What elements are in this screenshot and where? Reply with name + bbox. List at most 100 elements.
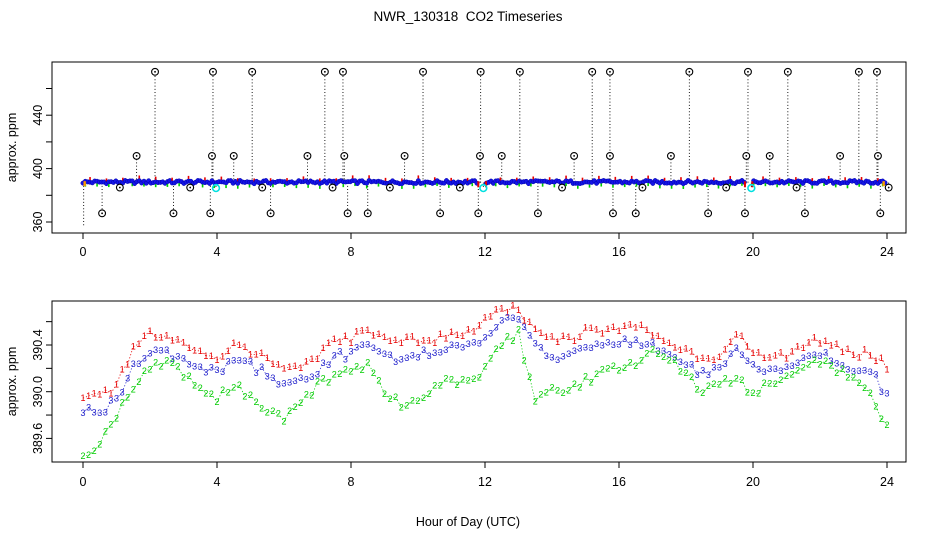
series-char: 3 [108,395,113,405]
cal-point-dot [707,212,710,215]
series-char: 1 [549,331,554,341]
series-connector [674,357,681,363]
series-char: 1 [254,349,259,359]
series-connector [803,355,809,359]
band-red-mark [581,177,584,181]
series-char: 3 [309,372,314,382]
series-char: 3 [494,323,499,333]
series-connector [853,376,860,384]
series-char: 3 [778,366,783,376]
band-red-mark [335,178,338,182]
band-edge-orange-mark [882,181,885,187]
band-green-mark [518,183,520,187]
series-connector [669,342,676,348]
series-connector [847,369,854,372]
series-char: 1 [533,324,538,334]
series-char: 3 [259,362,264,372]
series-char: 1 [455,330,460,340]
band-edge-orange-mark [83,181,86,187]
series-char: 1 [365,325,370,335]
series-char: 3 [214,365,219,375]
series-char: 1 [790,346,795,356]
series-connector [188,347,195,351]
band-green-mark [131,183,134,187]
series-char: 1 [192,345,197,355]
series-connector [82,454,89,457]
series-char: 1 [287,362,292,372]
series-char: 3 [784,362,789,372]
series-char: 2 [170,358,175,368]
series-connector [568,350,575,355]
series-char: 1 [510,301,515,311]
series-char: 1 [471,327,476,337]
series-connector [646,329,653,336]
cal-point-dot [343,155,346,157]
band-red-mark [286,178,288,182]
series-connector [730,347,737,355]
band-red-mark [384,177,387,181]
series-char: 2 [438,380,443,390]
series-connector [423,349,430,357]
series-char: 3 [175,351,180,361]
series-connector [373,347,380,352]
series-connector [484,316,491,318]
band-red-mark [548,177,551,181]
series-char: 3 [449,340,454,350]
series-connector [479,366,486,378]
series-char: 1 [276,360,281,370]
series-char: 3 [600,341,605,351]
series-connector [300,361,307,369]
series-connector [144,353,151,359]
band-red-mark [860,177,863,181]
band-green-mark [283,184,286,188]
series-connector [847,348,854,356]
cal-point-dot [744,212,746,215]
series-char: 3 [790,361,795,371]
x-tick-label: 16 [612,475,626,489]
series-char: 1 [683,344,688,354]
series-connector [864,349,871,356]
cal-point-dot [439,212,442,215]
series-char: 1 [566,332,571,342]
series-char: 1 [851,350,856,360]
band-green-mark [846,185,849,189]
series-connector [267,376,273,379]
series-char: 1 [823,336,828,346]
band-green-mark [342,184,345,188]
band-red-mark [417,175,420,179]
series-connector [451,379,458,386]
series-connector [116,392,123,399]
series-connector [585,376,592,383]
series-char: 1 [242,342,247,352]
series-char: 2 [700,388,705,398]
series-char: 2 [192,380,197,390]
series-char: 3 [723,359,728,369]
band-red-mark [302,176,305,180]
series-connector [199,350,207,357]
series-char: 3 [466,339,471,349]
series-char: 1 [577,332,582,342]
series-char: 1 [884,365,889,375]
series-connector [272,377,279,385]
series-connector [864,369,871,373]
series-connector [384,336,391,342]
series-char: 2 [594,369,599,379]
series-connector [758,382,765,394]
series-connector [306,394,312,396]
cal-point-dot [609,155,611,157]
series-char: 3 [650,338,655,348]
cal-point-dot [388,186,391,189]
series-connector [462,343,469,348]
series-char: 2 [293,402,298,412]
band-green-mark [412,185,415,189]
cal-point-dot [795,186,798,189]
series-connector [428,339,435,344]
x-tick-label: 4 [214,475,221,489]
series-char: 3 [231,356,236,366]
series-connector [574,347,581,352]
top-axes: 0 4 8 12 16 20 24 360 400 440 [31,88,894,259]
series-char: 2 [237,380,242,390]
series-connector [663,350,670,355]
